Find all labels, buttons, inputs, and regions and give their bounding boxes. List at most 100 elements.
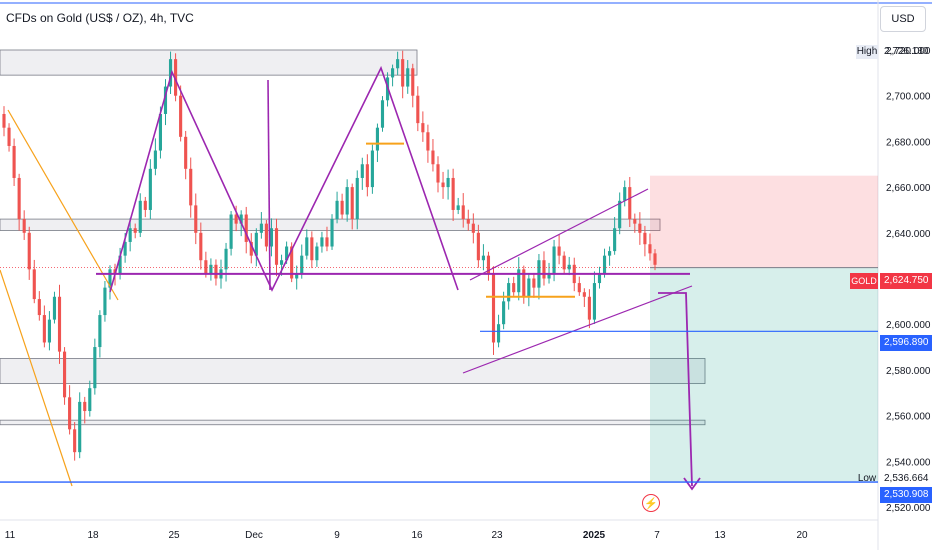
candle-body bbox=[522, 269, 526, 297]
candle-body bbox=[179, 95, 183, 137]
candle-body bbox=[88, 388, 92, 412]
x-tick-label: 2025 bbox=[583, 530, 606, 541]
candle-body bbox=[547, 273, 551, 279]
descending-channel-upper bbox=[7, 109, 119, 301]
candle-body bbox=[168, 59, 173, 87]
candle-body bbox=[370, 150, 374, 188]
candle-body bbox=[426, 132, 430, 151]
candle-body bbox=[57, 296, 62, 352]
candle-body bbox=[229, 214, 233, 249]
x-tick-label: 11 bbox=[5, 530, 16, 541]
candle-body bbox=[234, 214, 238, 224]
candle-body bbox=[47, 319, 51, 343]
candle-body bbox=[491, 273, 496, 343]
projection-arrow bbox=[658, 292, 693, 487]
y-tick-label: 2,600.000 bbox=[886, 320, 931, 331]
candle-body bbox=[52, 296, 57, 320]
candle-body bbox=[411, 68, 415, 96]
candle-body bbox=[123, 241, 127, 256]
x-tick-label: 23 bbox=[491, 530, 503, 541]
candle-body bbox=[300, 255, 304, 274]
candle-body bbox=[461, 205, 465, 220]
candle-body bbox=[2, 113, 6, 128]
take-profit-zone bbox=[650, 267, 878, 483]
candle-body bbox=[391, 68, 395, 78]
candle-body bbox=[199, 232, 203, 261]
candle-body bbox=[27, 232, 31, 270]
candle-body bbox=[365, 164, 369, 188]
candle-body bbox=[204, 260, 208, 274]
candle-body bbox=[557, 246, 561, 256]
rising-channel-lower bbox=[462, 285, 693, 374]
target-price-label: 2,530.908 bbox=[880, 487, 932, 503]
candle-body bbox=[623, 187, 627, 201]
candle-body bbox=[496, 324, 501, 343]
candle-body bbox=[340, 200, 344, 215]
candle-body bbox=[481, 255, 485, 261]
candle-body bbox=[285, 246, 289, 261]
y-tick-label: 2,720.000 bbox=[886, 46, 931, 57]
candle-body bbox=[542, 260, 546, 279]
level-price-label: 2,596.890 bbox=[880, 335, 932, 351]
y-tick-label: 2,680.000 bbox=[886, 137, 931, 148]
candle-body bbox=[158, 113, 163, 151]
y-tick-label: 2,540.000 bbox=[886, 457, 931, 468]
candle-body bbox=[648, 244, 652, 254]
channel-zone bbox=[0, 218, 661, 231]
candle-body bbox=[532, 278, 536, 288]
candle-body bbox=[259, 223, 263, 233]
candle-body bbox=[163, 86, 168, 114]
candle-body bbox=[274, 228, 279, 265]
demand-zone-upper bbox=[0, 358, 706, 385]
candle-body bbox=[592, 283, 597, 320]
x-tick-label: 25 bbox=[168, 530, 180, 541]
candle-body bbox=[249, 241, 253, 256]
candle-body bbox=[209, 264, 213, 274]
candle-body bbox=[360, 164, 364, 178]
y-tick-label: 2,660.000 bbox=[886, 183, 931, 194]
m-pattern bbox=[109, 65, 459, 293]
candle-body bbox=[315, 246, 319, 261]
x-tick-label: 13 bbox=[714, 530, 726, 541]
candle-body bbox=[290, 246, 294, 279]
x-tick-label: Dec bbox=[245, 530, 263, 541]
candle-body bbox=[486, 255, 491, 274]
candle-body bbox=[335, 200, 339, 220]
descending-channel-lower bbox=[0, 269, 73, 487]
candle-body bbox=[401, 59, 405, 87]
candle-body bbox=[507, 283, 511, 302]
candle-body bbox=[577, 283, 581, 293]
lightning-icon[interactable]: ⚡ bbox=[642, 494, 660, 512]
candle-body bbox=[310, 237, 314, 261]
gold-symbol-label: GOLD bbox=[850, 273, 878, 289]
candle-body bbox=[552, 246, 556, 274]
candle-body bbox=[396, 59, 400, 69]
candle-body bbox=[618, 200, 622, 229]
candle-body bbox=[78, 401, 82, 453]
candle-body bbox=[628, 187, 632, 220]
candle-body bbox=[502, 301, 506, 325]
y-tick-label: 2,700.000 bbox=[886, 92, 931, 103]
candle-body bbox=[597, 273, 602, 284]
candle-body bbox=[189, 168, 193, 206]
candle-body bbox=[295, 273, 299, 279]
candle-body bbox=[184, 136, 188, 169]
candle-body bbox=[431, 150, 435, 165]
candle-body bbox=[148, 168, 152, 210]
candle-body bbox=[613, 228, 617, 252]
rising-channel-upper bbox=[469, 188, 649, 281]
pattern-height-line bbox=[267, 79, 271, 291]
candle-body bbox=[103, 287, 107, 316]
x-tick-label: 16 bbox=[411, 530, 423, 541]
candle-body bbox=[138, 200, 142, 233]
currency-button[interactable]: USD bbox=[880, 6, 926, 32]
candle-body bbox=[471, 223, 475, 233]
candle-body bbox=[512, 283, 516, 293]
candle-body bbox=[254, 232, 258, 256]
candle-body bbox=[451, 177, 455, 210]
candle-body bbox=[582, 292, 586, 297]
candle-body bbox=[330, 219, 334, 247]
candle-body bbox=[608, 251, 612, 256]
candle-body bbox=[638, 223, 642, 233]
